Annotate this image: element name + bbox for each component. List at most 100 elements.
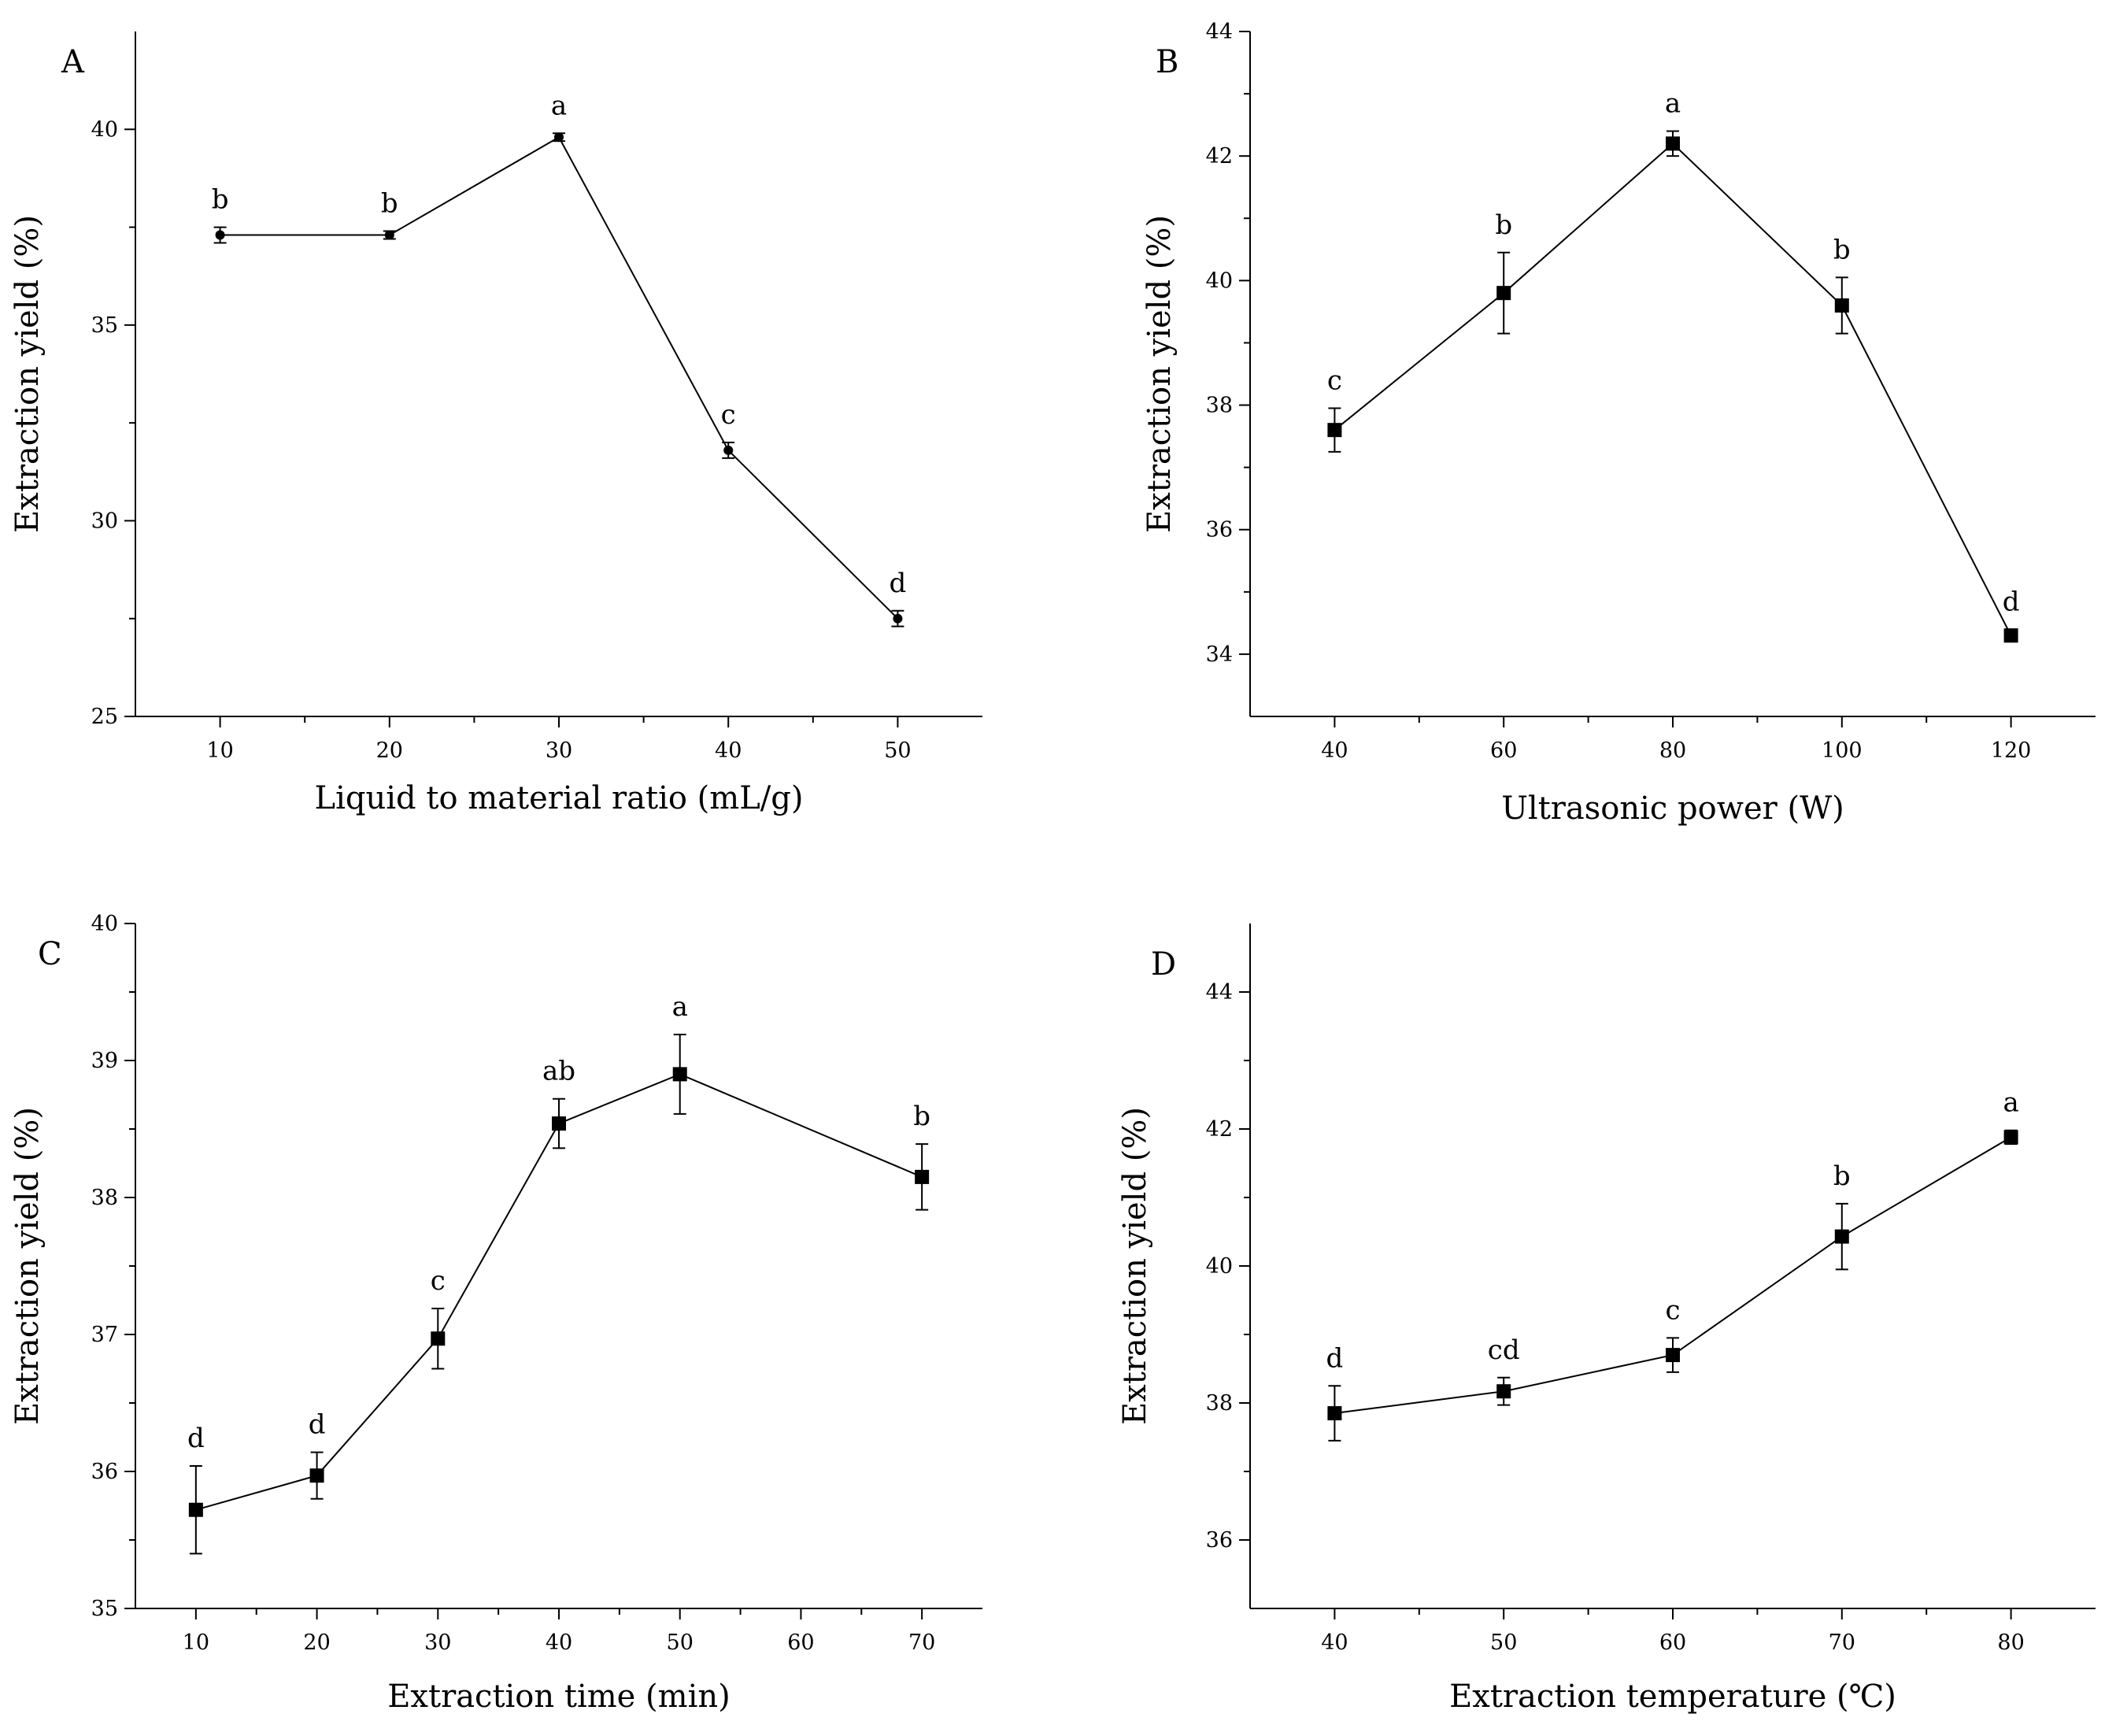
significance-label: c [1327, 365, 1342, 397]
data-point [431, 1331, 446, 1346]
y-tick-label: 44 [1206, 20, 1233, 44]
data-point [1666, 136, 1680, 151]
x-tick-label: 80 [1659, 738, 1686, 763]
x-tick-label: 50 [1490, 1631, 1517, 1655]
y-tick-label: 40 [1206, 268, 1233, 293]
y-axis-title: Extraction yield (%) [9, 1107, 46, 1425]
y-tick-label: 36 [1206, 1528, 1233, 1553]
significance-label: d [187, 1423, 205, 1454]
x-tick-label: 70 [1829, 1631, 1855, 1655]
data-point [554, 132, 564, 143]
y-tick-label: 38 [91, 1186, 118, 1210]
y-tick-label: 38 [1206, 394, 1233, 418]
panel-c: 10 20 30 40 50 60 70 35 36 37 38 39 40 Extraction tim… [9, 912, 982, 1715]
x-tick-label: 30 [424, 1631, 451, 1655]
x-tick-label: 50 [667, 1631, 694, 1655]
data-point [1496, 286, 1511, 301]
y-tick-label: 30 [91, 509, 118, 533]
data-point [672, 1067, 687, 1082]
data-point [893, 613, 903, 624]
y-tick-label: 39 [91, 1049, 118, 1073]
x-tick-label: 80 [1997, 1631, 2024, 1655]
data-point [1666, 1348, 1680, 1363]
y-tick-label: 40 [91, 117, 118, 142]
x-tick-label: 40 [1321, 1631, 1348, 1655]
data-point [215, 230, 225, 240]
x-tick-label: 30 [546, 738, 572, 763]
data-point [552, 1116, 566, 1131]
y-axis-title: Extraction yield (%) [9, 215, 46, 533]
significance-label: d [2003, 586, 2020, 617]
panel-d: 40 50 60 70 80 36 38 40 42 44 Extraction temperatu… [1117, 924, 2096, 1715]
y-tick-label: 37 [91, 1323, 118, 1347]
y-tick-label: 36 [1206, 518, 1233, 542]
x-tick-label: 60 [1659, 1631, 1686, 1655]
x-tick-label: 70 [908, 1631, 935, 1655]
significance-label: b [1495, 209, 1512, 241]
y-tick-label: 40 [91, 912, 118, 936]
data-point [309, 1468, 324, 1483]
data-point [1327, 423, 1342, 438]
x-tick-label: 40 [1321, 738, 1348, 763]
series-line [195, 1073, 923, 1511]
significance-label: b [1833, 1160, 1851, 1192]
y-tick-label: 35 [91, 313, 118, 338]
panel-letter: D [1151, 946, 1176, 983]
y-tick-label: 35 [91, 1597, 118, 1621]
x-axis-title: Extraction time (min) [387, 1679, 731, 1715]
significance-label: d [1326, 1342, 1344, 1374]
y-tick-label: 34 [1206, 642, 1233, 667]
data-point [1834, 298, 1849, 313]
panel-b: 40 60 80 100 120 34 36 38 40 42 44 Ultrasonic power… [1141, 20, 2096, 827]
significance-label: ab [542, 1056, 575, 1087]
significance-label: c [721, 399, 736, 431]
data-point [2003, 1130, 2018, 1145]
x-tick-label: 10 [183, 1631, 209, 1655]
data-point [2003, 628, 2018, 643]
x-tick-label: 60 [1490, 738, 1517, 763]
significance-label: b [1833, 234, 1851, 265]
x-tick-label: 120 [1991, 738, 2032, 763]
x-tick-label: 20 [303, 1631, 330, 1655]
significance-label: a [551, 90, 567, 121]
x-axis-title: Extraction temperature (℃) [1449, 1679, 1896, 1715]
x-axis-title: Liquid to material ratio (mL/g) [315, 780, 804, 816]
y-tick-label: 38 [1206, 1391, 1233, 1416]
significance-label: d [890, 568, 907, 599]
y-tick-label: 25 [91, 705, 118, 729]
significance-label: cd [1488, 1334, 1520, 1366]
significance-label: b [381, 188, 398, 220]
significance-label: a [2003, 1087, 2018, 1119]
y-axis-title: Extraction yield (%) [1141, 215, 1178, 533]
series-line [1334, 143, 2012, 636]
panel-letter: C [38, 936, 62, 972]
data-point [1327, 1406, 1342, 1421]
data-point [915, 1169, 930, 1184]
significance-label: b [212, 184, 229, 216]
x-tick-label: 40 [546, 1631, 572, 1655]
panel-letter: A [61, 44, 85, 80]
data-point [1834, 1229, 1849, 1244]
significance-label: c [1665, 1294, 1680, 1326]
significance-label: a [672, 991, 688, 1023]
x-tick-label: 50 [884, 738, 911, 763]
x-axis-title: Ultrasonic power (W) [1501, 790, 1844, 827]
panel-letter: B [1156, 44, 1178, 80]
y-tick-label: 44 [1206, 980, 1233, 1005]
significance-label: d [309, 1409, 326, 1441]
y-axis-title: Extraction yield (%) [1117, 1107, 1153, 1425]
data-point [723, 445, 734, 455]
y-tick-label: 42 [1206, 1117, 1233, 1142]
x-tick-label: 60 [787, 1631, 814, 1655]
x-tick-label: 40 [715, 738, 742, 763]
x-tick-label: 10 [206, 738, 233, 763]
x-tick-label: 20 [376, 738, 403, 763]
data-point [188, 1502, 203, 1517]
significance-label: c [431, 1265, 446, 1297]
y-tick-label: 40 [1206, 1254, 1233, 1279]
y-tick-label: 36 [91, 1460, 118, 1484]
panel-a: 10 20 30 40 50 25 30 35 40 Liquid to material rat… [9, 31, 982, 816]
significance-label: b [913, 1101, 930, 1132]
data-point [1496, 1384, 1511, 1399]
